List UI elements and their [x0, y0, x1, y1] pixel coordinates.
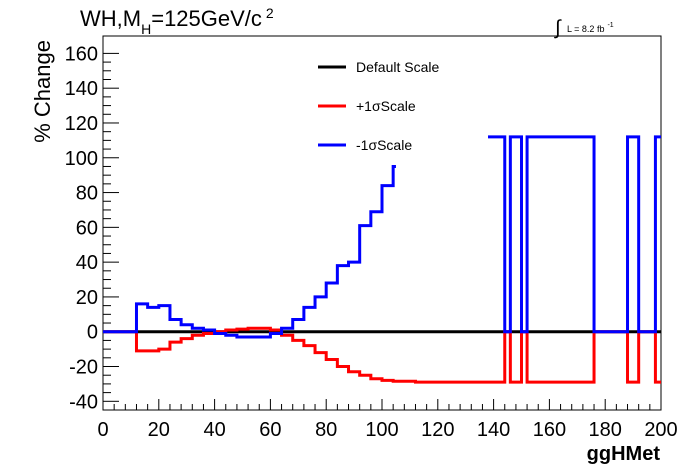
lumi-superscript: -1: [607, 22, 613, 29]
y-tick-label: 20: [76, 287, 98, 309]
legend: Default Scale +1σScale -1σScale: [318, 59, 439, 153]
title-main: WH,M: [80, 6, 141, 31]
lumi-label: L = 8.2 fb -1: [567, 22, 614, 34]
x-tick-label: 140: [477, 419, 510, 441]
x-tick-label: 180: [589, 419, 622, 441]
y-axis-label: % Change: [30, 40, 55, 143]
y-tick-label: 100: [65, 148, 98, 170]
y-tick-label: 60: [76, 217, 98, 239]
lumi-integral: ∫: [554, 17, 562, 39]
y-tick-label: 80: [76, 183, 98, 205]
legend-label: Default Scale: [356, 59, 439, 75]
y-tick-label: -20: [69, 357, 98, 379]
x-tick-label: 160: [533, 419, 566, 441]
title-superscript: 2: [266, 5, 274, 21]
legend-label: -1σScale: [356, 137, 412, 153]
x-tick-label: 120: [421, 419, 454, 441]
plot-frame: [102, 35, 662, 411]
tick-labels: 0 20 40 60 80 100 120 140 160 180 200 -40 -20 0 20 40 60…: [65, 43, 678, 441]
x-tick-label: 60: [259, 419, 281, 441]
series-line-2: [103, 326, 661, 384]
y-tick-label: 40: [76, 252, 98, 274]
title-rest: =125GeV/c: [151, 6, 262, 31]
x-tick-label: 20: [148, 419, 170, 441]
y-tick-label: 120: [65, 113, 98, 135]
y-tick-label: 0: [87, 322, 98, 344]
legend-label: +1σScale: [356, 98, 416, 114]
x-axis-label: ggHMet: [587, 443, 661, 465]
x-tick-label: 40: [203, 419, 225, 441]
axis-ticks: [102, 52, 662, 410]
series-layer: [103, 135, 661, 384]
y-tick-label: -40: [69, 391, 98, 413]
x-tick-label: 100: [365, 419, 398, 441]
x-tick-label: 80: [315, 419, 337, 441]
x-tick-label: 0: [97, 419, 108, 441]
lumi-text: L = 8.2 fb: [567, 24, 604, 34]
x-tick-label: 200: [644, 419, 677, 441]
y-tick-label: 160: [65, 43, 98, 65]
title-subscript: H: [141, 21, 151, 37]
series-line-3: [103, 135, 661, 339]
y-tick-label: 140: [65, 78, 98, 100]
chart-title: WH,MH=125GeV/c 2: [80, 5, 274, 37]
